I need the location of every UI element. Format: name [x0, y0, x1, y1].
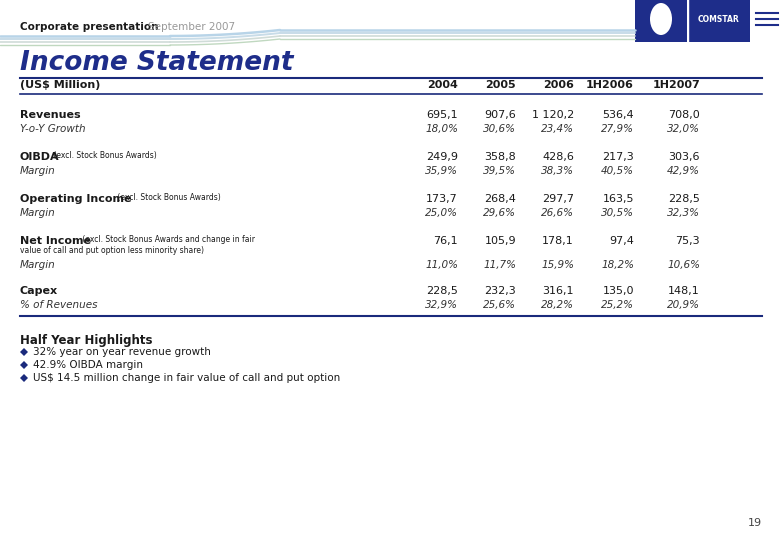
Text: 25,0%: 25,0%	[425, 208, 458, 218]
Text: 30,6%: 30,6%	[483, 124, 516, 134]
Text: 358,8: 358,8	[484, 152, 516, 162]
Text: 39,5%: 39,5%	[483, 166, 516, 176]
Text: OIBDA: OIBDA	[20, 152, 59, 162]
Text: Margin: Margin	[20, 208, 55, 218]
Text: 249,9: 249,9	[426, 152, 458, 162]
Text: Margin: Margin	[20, 260, 55, 270]
Text: 232,3: 232,3	[484, 286, 516, 296]
Text: 2004: 2004	[427, 80, 458, 90]
Text: 97,4: 97,4	[609, 236, 634, 246]
Text: Revenues: Revenues	[20, 110, 80, 120]
Text: 228,5: 228,5	[668, 194, 700, 204]
Text: 29,6%: 29,6%	[483, 208, 516, 218]
Text: 32% year on year revenue growth: 32% year on year revenue growth	[33, 347, 211, 357]
Text: 297,7: 297,7	[542, 194, 574, 204]
Text: (excl. Stock Bonus Awards): (excl. Stock Bonus Awards)	[51, 151, 157, 160]
Text: 19: 19	[748, 518, 762, 528]
Text: 76,1: 76,1	[434, 236, 458, 246]
Text: 42.9% OIBDA margin: 42.9% OIBDA margin	[33, 360, 143, 370]
Text: 32,9%: 32,9%	[425, 300, 458, 310]
Text: 75,3: 75,3	[675, 236, 700, 246]
Text: 695,1: 695,1	[427, 110, 458, 120]
Text: % of Revenues: % of Revenues	[20, 300, 98, 310]
Text: Margin: Margin	[20, 166, 55, 176]
Text: 42,9%: 42,9%	[667, 166, 700, 176]
Text: 228,5: 228,5	[426, 286, 458, 296]
Text: (US$ Million): (US$ Million)	[20, 80, 101, 90]
Text: 2005: 2005	[485, 80, 516, 90]
Text: 11,7%: 11,7%	[483, 260, 516, 270]
Text: 428,6: 428,6	[542, 152, 574, 162]
Text: 316,1: 316,1	[543, 286, 574, 296]
Text: 18,0%: 18,0%	[425, 124, 458, 134]
Text: Operating Income: Operating Income	[20, 194, 132, 204]
Text: 173,7: 173,7	[426, 194, 458, 204]
Text: 217,3: 217,3	[602, 152, 634, 162]
Text: 105,9: 105,9	[484, 236, 516, 246]
Text: 26,6%: 26,6%	[541, 208, 574, 218]
Text: Capex: Capex	[20, 286, 58, 296]
Text: COMSTAR: COMSTAR	[698, 15, 740, 24]
Text: Net Income: Net Income	[20, 236, 91, 246]
Text: 178,1: 178,1	[542, 236, 574, 246]
Text: 708,0: 708,0	[668, 110, 700, 120]
Text: 32,3%: 32,3%	[667, 208, 700, 218]
Bar	[635, 0, 687, 42]
Text: 18,2%: 18,2%	[601, 260, 634, 270]
Text: 148,1: 148,1	[668, 286, 700, 296]
Text: 25,2%: 25,2%	[601, 300, 634, 310]
Text: 38,3%: 38,3%	[541, 166, 574, 176]
Text: 11,0%: 11,0%	[425, 260, 458, 270]
Text: 1H2006: 1H2006	[586, 80, 634, 90]
Ellipse shape	[650, 3, 672, 35]
Text: 163,5: 163,5	[602, 194, 634, 204]
Text: 536,4: 536,4	[602, 110, 634, 120]
Text: 303,6: 303,6	[668, 152, 700, 162]
Text: 32,0%: 32,0%	[667, 124, 700, 134]
Text: 135,0: 135,0	[602, 286, 634, 296]
Text: 10,6%: 10,6%	[667, 260, 700, 270]
Text: 268,4: 268,4	[484, 194, 516, 204]
Text: Corporate presentation: Corporate presentation	[20, 22, 158, 32]
Text: (excl. Stock Bonus Awards): (excl. Stock Bonus Awards)	[115, 193, 221, 202]
Text: 30,5%: 30,5%	[601, 208, 634, 218]
Text: 25,6%: 25,6%	[483, 300, 516, 310]
Text: US$ 14.5 million change in fair value of call and put option: US$ 14.5 million change in fair value of…	[33, 373, 340, 383]
Text: 27,9%: 27,9%	[601, 124, 634, 134]
Text: 35,9%: 35,9%	[425, 166, 458, 176]
Text: 907,6: 907,6	[484, 110, 516, 120]
Text: 40,5%: 40,5%	[601, 166, 634, 176]
Text: Y-o-Y Growth: Y-o-Y Growth	[20, 124, 86, 134]
Text: 28,2%: 28,2%	[541, 300, 574, 310]
Text: 20,9%: 20,9%	[667, 300, 700, 310]
Text: 1 120,2: 1 120,2	[532, 110, 574, 120]
Text: Income Statement: Income Statement	[20, 50, 293, 76]
Text: 15,9%: 15,9%	[541, 260, 574, 270]
Text: 2006: 2006	[543, 80, 574, 90]
Text: (excl. Stock Bonus Awards and change in fair: (excl. Stock Bonus Awards and change in …	[80, 235, 255, 244]
Text: 1H2007: 1H2007	[652, 80, 700, 90]
Bar	[688, 0, 750, 42]
Text: 23,4%: 23,4%	[541, 124, 574, 134]
Text: September 2007: September 2007	[148, 22, 235, 32]
Text: Half Year Highlights: Half Year Highlights	[20, 334, 153, 347]
Text: value of call and put option less minority share): value of call and put option less minori…	[20, 246, 204, 255]
